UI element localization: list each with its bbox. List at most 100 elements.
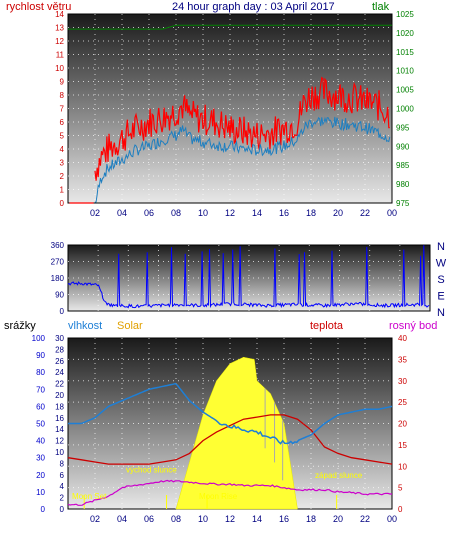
wind-tick-label: 12 xyxy=(55,37,64,46)
x-tick-label: 14 xyxy=(252,208,262,218)
temperature-tick-label: 15 xyxy=(398,441,407,450)
wind-tick-label: 8 xyxy=(60,91,65,100)
humidity-tick-label: 12 xyxy=(55,437,64,446)
wind-axis-label: rychlost větru xyxy=(6,1,72,13)
x-tick-label: 08 xyxy=(171,514,181,524)
humidity-tick-label: 26 xyxy=(55,357,64,366)
temperature-humidity-panel: 0102030405060708090100024681012141618202… xyxy=(32,334,408,524)
x-tick-label: 08 xyxy=(171,208,181,218)
humidity-tick-label: 20 xyxy=(55,391,64,400)
x-tick-label: 12 xyxy=(225,514,235,524)
temperature-tick-label: 30 xyxy=(398,377,407,386)
rain-tick-label: 90 xyxy=(36,351,45,360)
direction-tick-label: 270 xyxy=(51,258,65,267)
pressure-tick-label: 975 xyxy=(396,199,410,208)
compass-label: S xyxy=(437,274,444,286)
compass-label: N xyxy=(437,241,445,253)
x-tick-label: 04 xyxy=(117,514,127,524)
humidity-tick-label: 28 xyxy=(55,345,64,354)
temperature-tick-label: 25 xyxy=(398,398,407,407)
humidity-tick-label: 8 xyxy=(60,459,65,468)
rain-tick-label: 60 xyxy=(36,402,45,411)
humidity-tick-label: 18 xyxy=(55,402,64,411)
humidity-tick-label: 16 xyxy=(55,414,64,423)
rain-tick-label: 30 xyxy=(36,454,45,463)
solar-area xyxy=(175,356,298,510)
wind-tick-label: 9 xyxy=(60,78,65,87)
wind-pressure-panel: 0123456789101112131497598098599099510001… xyxy=(55,10,414,218)
x-tick-label: 06 xyxy=(144,514,154,524)
pressure-tick-label: 990 xyxy=(396,142,410,151)
wind-tick-label: 6 xyxy=(60,118,65,127)
direction-tick-label: 360 xyxy=(51,241,65,250)
wind-tick-label: 2 xyxy=(60,172,65,181)
humidity-tick-label: 30 xyxy=(55,334,64,343)
humidity-tick-label: 10 xyxy=(55,448,64,457)
pressure-tick-label: 1010 xyxy=(396,67,414,76)
wind-tick-label: 5 xyxy=(60,132,65,141)
wind-direction-line xyxy=(67,245,430,309)
wind-speed-line xyxy=(94,76,390,181)
rain-tick-label: 20 xyxy=(36,471,45,480)
x-tick-label: 10 xyxy=(198,208,208,218)
wind-tick-label: 3 xyxy=(60,159,65,168)
wind-tick-label: 13 xyxy=(55,24,64,33)
x-tick-label: 00 xyxy=(387,514,397,524)
sunrise-label: východ slunce xyxy=(126,466,177,475)
direction-tick-label: 90 xyxy=(55,291,64,300)
wind-tick-label: 0 xyxy=(60,199,65,208)
humidity-tick-label: 0 xyxy=(60,505,65,514)
temperature-tick-label: 0 xyxy=(398,505,403,514)
pressure-tick-label: 980 xyxy=(396,180,410,189)
x-tick-label: 20 xyxy=(333,514,343,524)
wind-tick-label: 11 xyxy=(56,51,65,60)
pressure-tick-label: 995 xyxy=(396,123,410,132)
humidity-tick-label: 14 xyxy=(55,425,64,434)
x-tick-label: 20 xyxy=(333,208,343,218)
x-tick-label: 14 xyxy=(252,514,262,524)
compass-label: E xyxy=(437,291,444,303)
rain-tick-label: 40 xyxy=(36,437,45,446)
temperature-axis-label: teplota xyxy=(310,320,344,332)
pressure-line xyxy=(68,24,392,30)
rain-tick-label: 0 xyxy=(41,505,46,514)
dewpoint-axis-label: rosný bod xyxy=(389,320,438,332)
pressure-axis-label: tlak xyxy=(372,1,390,13)
rain-tick-label: 70 xyxy=(36,385,45,394)
pressure-tick-label: 1025 xyxy=(396,10,414,19)
x-tick-label: 18 xyxy=(306,514,316,524)
rain-tick-label: 80 xyxy=(36,368,45,377)
x-tick-label: 22 xyxy=(360,514,370,524)
humidity-tick-label: 2 xyxy=(60,494,65,503)
rain-tick-label: 100 xyxy=(32,334,46,343)
pressure-tick-label: 1000 xyxy=(396,105,414,114)
humidity-axis-label: vlhkost xyxy=(68,320,103,332)
x-tick-label: 02 xyxy=(90,208,100,218)
temperature-tick-label: 5 xyxy=(398,484,403,493)
wind-tick-label: 1 xyxy=(60,186,65,195)
x-tick-label: 12 xyxy=(225,208,235,218)
direction-tick-label: 0 xyxy=(60,307,65,316)
solar-axis-label: Solar xyxy=(117,320,143,332)
x-tick-label: 00 xyxy=(387,208,397,218)
chart-title: 24 hour graph day : 03 April 2017 xyxy=(172,1,335,13)
pressure-tick-label: 1020 xyxy=(396,29,414,38)
humidity-tick-label: 4 xyxy=(60,482,65,491)
humidity-line xyxy=(68,382,393,445)
x-tick-label: 10 xyxy=(198,514,208,524)
wind-average-line xyxy=(94,116,391,203)
x-tick-label: 02 xyxy=(90,514,100,524)
temperature-tick-label: 20 xyxy=(398,420,407,429)
x-tick-label: 16 xyxy=(279,514,289,524)
compass-label: N xyxy=(437,307,445,319)
sunset-label: západ slunce xyxy=(315,471,363,480)
humidity-tick-label: 22 xyxy=(55,380,64,389)
wind-tick-label: 10 xyxy=(55,64,64,73)
moonset-label: Moon Set xyxy=(72,492,107,501)
wind-tick-label: 4 xyxy=(60,145,65,154)
pressure-tick-label: 985 xyxy=(396,161,410,170)
x-tick-label: 06 xyxy=(144,208,154,218)
x-tick-label: 04 xyxy=(117,208,127,218)
temperature-tick-label: 10 xyxy=(398,462,407,471)
